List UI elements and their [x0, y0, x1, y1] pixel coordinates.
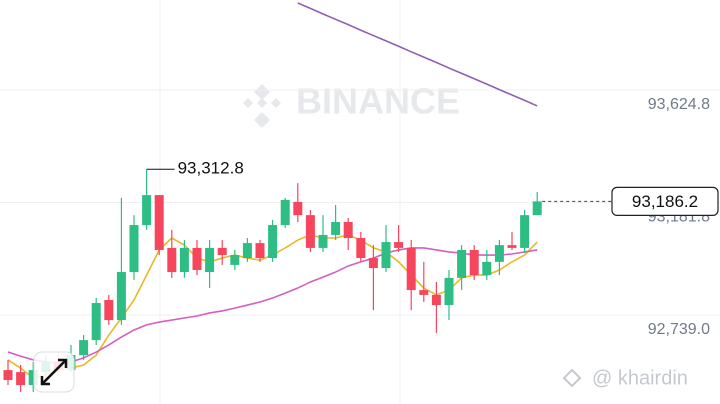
candle-body — [494, 245, 504, 262]
candle-body — [507, 245, 517, 248]
candle-body — [116, 272, 126, 321]
candle-body — [255, 243, 265, 259]
candle-body — [368, 258, 378, 268]
price-label: 93,186.2 — [632, 192, 698, 211]
candle-body — [318, 234, 328, 248]
candle-body — [419, 290, 429, 295]
candle-body — [192, 247, 202, 271]
candle-body — [142, 195, 152, 226]
candle-body — [406, 247, 416, 291]
candle-body — [343, 222, 353, 239]
candle-body — [154, 195, 164, 250]
author: @ khairdin — [592, 367, 688, 389]
candle-body — [305, 215, 315, 248]
candle-body — [230, 255, 240, 265]
expand-button[interactable] — [33, 351, 75, 393]
candle-body — [293, 201, 303, 216]
candle-body — [3, 370, 13, 380]
ma-line — [297, 2, 538, 107]
candle-body — [129, 225, 139, 273]
watermark-logo — [243, 84, 281, 128]
candle-body — [444, 277, 454, 306]
candle-body — [91, 303, 101, 341]
y-tick-label: 93,624.8 — [648, 96, 710, 113]
ma-line — [7, 247, 538, 364]
candle-body — [482, 261, 492, 276]
candle-body — [179, 247, 189, 273]
candle-body — [167, 247, 177, 273]
candle-body — [268, 225, 278, 259]
candle-body — [356, 238, 366, 259]
candle-body — [532, 201, 542, 216]
candle-body — [331, 222, 341, 235]
candle-body — [520, 215, 530, 248]
candle-body — [381, 242, 391, 268]
candle-body — [79, 340, 89, 356]
candle-body — [28, 370, 38, 386]
price-box — [611, 186, 719, 216]
y-tick-label: 92,739.0 — [648, 321, 710, 338]
candle-body — [217, 247, 227, 256]
candle-body — [205, 247, 215, 273]
high-marker-label: 93,312.8 — [178, 159, 244, 178]
candle-body — [431, 294, 441, 306]
candle-body — [280, 199, 290, 226]
watermark: BINANCE — [296, 81, 460, 122]
candle-body — [242, 243, 252, 259]
candle-body — [457, 249, 467, 278]
author-logo — [562, 368, 582, 388]
candle-body — [469, 249, 479, 276]
candle-body — [394, 242, 404, 248]
candle-body — [104, 299, 114, 321]
candle-body — [16, 372, 26, 386]
